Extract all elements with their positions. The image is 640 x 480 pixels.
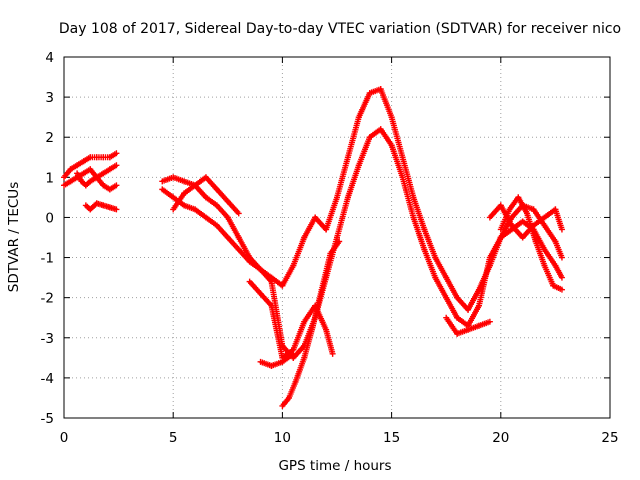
x-tick-label: 10	[274, 430, 291, 446]
data-point	[558, 226, 565, 233]
data-series	[159, 126, 565, 361]
y-tick-label: -4	[41, 371, 54, 387]
data-point	[113, 206, 120, 213]
data-series	[246, 278, 336, 361]
y-tick-label: -1	[41, 251, 54, 267]
data-series	[159, 86, 565, 313]
chart-title: Day 108 of 2017, Sidereal Day-to-day VTE…	[59, 21, 621, 37]
data-point	[113, 182, 120, 189]
x-tick-label: 15	[383, 430, 400, 446]
data-point	[329, 350, 336, 357]
data-series	[82, 200, 120, 213]
data-series	[61, 166, 120, 193]
data-series	[170, 174, 242, 217]
data-point	[486, 318, 493, 325]
data-point	[558, 254, 565, 261]
y-tick-label: 3	[45, 90, 54, 106]
data-point	[558, 274, 565, 281]
data-point	[113, 150, 120, 157]
data-series	[279, 238, 343, 409]
data-series	[443, 314, 493, 337]
x-axis-label: GPS time / hours	[278, 458, 391, 474]
y-tick-label: 0	[45, 210, 54, 226]
data-series	[486, 202, 565, 241]
plot-frame	[63, 56, 611, 419]
y-tick-label: -5	[41, 411, 54, 427]
x-tick-label: 5	[169, 430, 178, 446]
x-tick-label: 0	[60, 430, 69, 446]
data-series	[74, 162, 120, 189]
data-point	[290, 350, 297, 357]
data-series	[257, 350, 297, 369]
data-point	[113, 162, 120, 169]
axis-ticks: 0 5 10 15 20 25 -5 -4 -3 -2 -1 0 1 2 3 4	[41, 50, 619, 446]
data-series	[61, 150, 120, 181]
data-point	[336, 238, 343, 245]
y-tick-label: -3	[41, 331, 54, 347]
data-point	[235, 210, 242, 217]
data-point	[558, 286, 565, 293]
data-points	[61, 86, 565, 409]
y-axis-label: SDTVAR / TECUs	[6, 182, 22, 292]
y-tick-label: 1	[45, 170, 54, 186]
y-tick-label: -2	[41, 291, 54, 307]
x-tick-label: 20	[492, 430, 509, 446]
y-tick-label: 2	[45, 130, 54, 146]
y-tick-label: 4	[45, 50, 54, 66]
x-tick-label: 25	[601, 430, 618, 446]
